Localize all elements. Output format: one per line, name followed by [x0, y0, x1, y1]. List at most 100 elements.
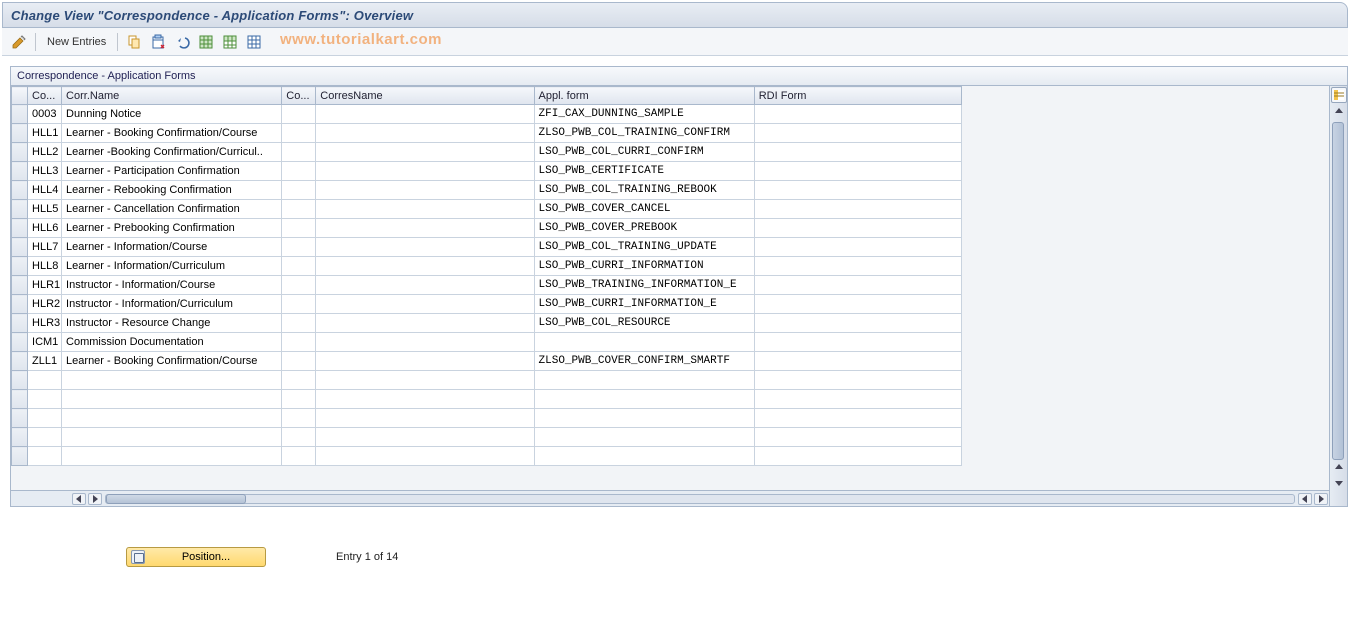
cell-co1[interactable]: 0003: [28, 105, 62, 124]
cell-co2[interactable]: [282, 447, 316, 466]
cell-corrname[interactable]: Dunning Notice: [62, 105, 282, 124]
table-row[interactable]: [12, 371, 962, 390]
change-icon[interactable]: [8, 32, 30, 52]
horizontal-scrollbar[interactable]: [11, 490, 1329, 506]
vertical-scrollbar[interactable]: [1329, 86, 1347, 506]
cell-rdiform[interactable]: [754, 428, 961, 447]
row-marker[interactable]: [12, 276, 28, 295]
cell-co2[interactable]: [282, 314, 316, 333]
cell-rdiform[interactable]: [754, 295, 961, 314]
cell-applform[interactable]: LSO_PWB_CURRI_INFORMATION_E: [534, 295, 754, 314]
configure-columns-icon[interactable]: [1331, 87, 1347, 103]
cell-co2[interactable]: [282, 162, 316, 181]
row-marker[interactable]: [12, 295, 28, 314]
cell-corresname[interactable]: [316, 295, 534, 314]
cell-co1[interactable]: HLL8: [28, 257, 62, 276]
cell-co2[interactable]: [282, 428, 316, 447]
delete-icon[interactable]: [147, 32, 169, 52]
cell-applform[interactable]: ZLSO_PWB_COVER_CONFIRM_SMARTF: [534, 352, 754, 371]
cell-applform[interactable]: LSO_PWB_COVER_CANCEL: [534, 200, 754, 219]
cell-corrname[interactable]: Learner - Information/Course: [62, 238, 282, 257]
deselect-all-icon[interactable]: [243, 32, 265, 52]
table-row[interactable]: HLL3Learner - Participation Confirmation…: [12, 162, 962, 181]
cell-co2[interactable]: [282, 352, 316, 371]
table-row[interactable]: ZLL1Learner - Booking Confirmation/Cours…: [12, 352, 962, 371]
cell-co1[interactable]: HLL5: [28, 200, 62, 219]
row-marker[interactable]: [12, 181, 28, 200]
table-row[interactable]: [12, 428, 962, 447]
cell-corrname[interactable]: [62, 409, 282, 428]
select-block-icon[interactable]: [219, 32, 241, 52]
cell-co1[interactable]: ZLL1: [28, 352, 62, 371]
cell-corresname[interactable]: [316, 390, 534, 409]
cell-co2[interactable]: [282, 390, 316, 409]
table-row[interactable]: ICM1Commission Documentation: [12, 333, 962, 352]
cell-corrname[interactable]: [62, 390, 282, 409]
cell-rdiform[interactable]: [754, 390, 961, 409]
cell-applform[interactable]: LSO_PWB_COL_RESOURCE: [534, 314, 754, 333]
cell-corresname[interactable]: [316, 409, 534, 428]
cell-rdiform[interactable]: [754, 238, 961, 257]
cell-corresname[interactable]: [316, 447, 534, 466]
row-marker[interactable]: [12, 371, 28, 390]
cell-rdiform[interactable]: [754, 143, 961, 162]
cell-corrname[interactable]: Instructor - Information/Curriculum: [62, 295, 282, 314]
cell-co2[interactable]: [282, 105, 316, 124]
cell-co1[interactable]: [28, 409, 62, 428]
select-all-icon[interactable]: [195, 32, 217, 52]
cell-co2[interactable]: [282, 333, 316, 352]
row-marker[interactable]: [12, 105, 28, 124]
cell-rdiform[interactable]: [754, 181, 961, 200]
table-row[interactable]: HLL1Learner - Booking Confirmation/Cours…: [12, 124, 962, 143]
cell-co2[interactable]: [282, 257, 316, 276]
cell-co1[interactable]: HLL6: [28, 219, 62, 238]
cell-corrname[interactable]: Learner - Cancellation Confirmation: [62, 200, 282, 219]
cell-rdiform[interactable]: [754, 257, 961, 276]
cell-corresname[interactable]: [316, 314, 534, 333]
cell-corrname[interactable]: Learner - Information/Curriculum: [62, 257, 282, 276]
cell-applform[interactable]: LSO_PWB_COVER_PREBOOK: [534, 219, 754, 238]
cell-co2[interactable]: [282, 200, 316, 219]
cell-corrname[interactable]: Learner - Prebooking Confirmation: [62, 219, 282, 238]
cell-rdiform[interactable]: [754, 447, 961, 466]
column-header[interactable]: [12, 87, 28, 105]
cell-corrname[interactable]: Learner - Booking Confirmation/Course: [62, 352, 282, 371]
row-marker[interactable]: [12, 409, 28, 428]
cell-applform[interactable]: LSO_PWB_COL_CURRI_CONFIRM: [534, 143, 754, 162]
cell-corrname[interactable]: [62, 447, 282, 466]
cell-co2[interactable]: [282, 219, 316, 238]
cell-applform[interactable]: [534, 371, 754, 390]
scroll-right-icon[interactable]: [88, 493, 102, 505]
cell-applform[interactable]: [534, 409, 754, 428]
cell-corrname[interactable]: [62, 428, 282, 447]
copy-as-icon[interactable]: [123, 32, 145, 52]
row-marker[interactable]: [12, 428, 28, 447]
cell-co1[interactable]: HLL2: [28, 143, 62, 162]
cell-applform[interactable]: LSO_PWB_CERTIFICATE: [534, 162, 754, 181]
hscroll-thumb[interactable]: [106, 494, 246, 504]
cell-corresname[interactable]: [316, 181, 534, 200]
cell-corrname[interactable]: Learner - Rebooking Confirmation: [62, 181, 282, 200]
cell-applform[interactable]: LSO_PWB_COL_TRAINING_REBOOK: [534, 181, 754, 200]
column-header[interactable]: Corr.Name: [62, 87, 282, 105]
row-marker[interactable]: [12, 238, 28, 257]
cell-applform[interactable]: [534, 333, 754, 352]
cell-applform[interactable]: [534, 390, 754, 409]
table-row[interactable]: HLL4Learner - Rebooking ConfirmationLSO_…: [12, 181, 962, 200]
cell-applform[interactable]: LSO_PWB_CURRI_INFORMATION: [534, 257, 754, 276]
cell-rdiform[interactable]: [754, 200, 961, 219]
column-header[interactable]: RDI Form: [754, 87, 961, 105]
cell-corrname[interactable]: Commission Documentation: [62, 333, 282, 352]
position-button[interactable]: Position...: [126, 547, 266, 567]
table-row[interactable]: HLL7Learner - Information/CourseLSO_PWB_…: [12, 238, 962, 257]
row-marker[interactable]: [12, 143, 28, 162]
column-header[interactable]: Co...: [28, 87, 62, 105]
cell-co1[interactable]: [28, 371, 62, 390]
row-marker[interactable]: [12, 314, 28, 333]
cell-corrname[interactable]: Learner -Booking Confirmation/Curricul..: [62, 143, 282, 162]
cell-corresname[interactable]: [316, 124, 534, 143]
cell-rdiform[interactable]: [754, 219, 961, 238]
table-row[interactable]: HLL8Learner - Information/Curriculum LSO_…: [12, 257, 962, 276]
row-marker[interactable]: [12, 447, 28, 466]
cell-corresname[interactable]: [316, 428, 534, 447]
